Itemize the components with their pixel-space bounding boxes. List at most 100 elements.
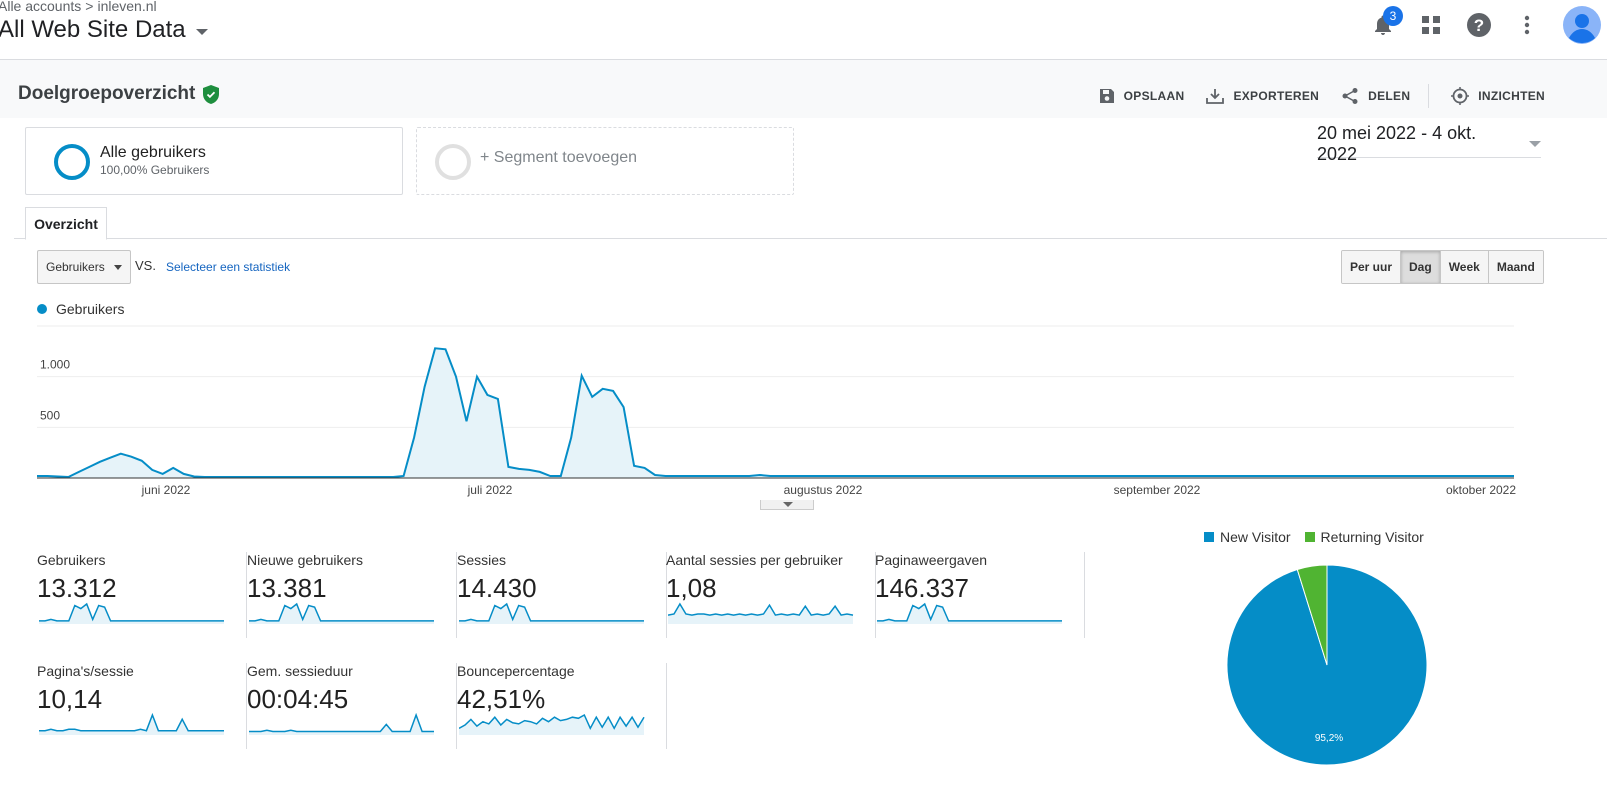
segment-name: Alle gebruikers (100, 144, 206, 161)
caret-down-icon[interactable] (1529, 140, 1541, 147)
metric-select[interactable]: Gebruikers (37, 250, 131, 284)
share-icon[interactable] (1341, 87, 1359, 105)
more-options-button[interactable] (1505, 3, 1549, 47)
insights-icon[interactable] (1451, 87, 1470, 105)
report-content: Alle gebruikers 100,00% Gebruikers + Seg… (14, 118, 1607, 793)
legend-dot (37, 304, 47, 314)
kpi-label: Pagina's/sessie (37, 663, 134, 679)
kpi-divider (1084, 552, 1085, 638)
save-icon[interactable] (1099, 88, 1115, 104)
export-label[interactable]: EXPORTEREN (1233, 89, 1320, 103)
collapse-chart-toggle[interactable] (760, 500, 814, 510)
kpi-label: Paginaweergaven (875, 552, 988, 568)
kpi-tile[interactable]: Bouncepercentage 42,51% (457, 663, 667, 749)
help-button[interactable]: ? (1457, 3, 1501, 47)
kpi-value: 10,14 (37, 684, 103, 714)
granularity-week-button[interactable]: Week (1439, 251, 1488, 283)
kpi-tile[interactable]: Paginaweergaven 146.337 (875, 552, 1085, 638)
x-tick-label: juli 2022 (467, 483, 513, 497)
series-line[interactable] (37, 347, 1514, 479)
kpi-divider (875, 552, 876, 638)
kpi-value: 1,08 (666, 573, 717, 603)
pie-legend-label: New Visitor (1220, 529, 1291, 545)
notifications-button[interactable]: 3 (1361, 3, 1405, 47)
kpi-tile[interactable]: Gebruikers 13.312 (37, 552, 247, 638)
kpi-divider (666, 663, 667, 749)
kpi-tile[interactable]: Pagina's/sessie 10,14 (37, 663, 247, 749)
pie-slice[interactable] (1296, 564, 1328, 666)
granularity-maand-button[interactable]: Maand (1487, 251, 1543, 283)
kpi-divider (456, 552, 457, 638)
verified-shield-icon (203, 84, 220, 104)
apps-button[interactable] (1409, 3, 1453, 47)
kpi-tile[interactable]: Sessies 14.430 (457, 552, 667, 638)
add-segment-button[interactable]: + Segment toevoegen (416, 127, 794, 195)
kpi-tile[interactable]: Aantal sessies per gebruiker 1,08 (666, 552, 876, 638)
y-tick-label: 1.000 (40, 358, 70, 372)
top-bar: Alle accounts > inleven.nl All Web Site Da… (0, 0, 1607, 60)
pie-legend-label: Returning Visitor (1320, 529, 1424, 545)
breadcrumb-property[interactable]: inleven.nl (97, 0, 157, 14)
metric-select-value[interactable]: Gebruikers (46, 260, 105, 274)
kpi-sparkline (668, 602, 854, 624)
kpi-tile[interactable]: Nieuwe gebruikers 13.381 (247, 552, 457, 638)
chart-legend: Gebruikers (37, 301, 124, 317)
kpi-divider (666, 552, 667, 638)
avatar-icon[interactable] (1563, 6, 1601, 44)
report-title-text: Doelgroepoverzicht (18, 83, 196, 104)
kpi-label: Gem. sessieduur (247, 663, 353, 679)
sparkline-line (249, 713, 434, 733)
x-tick-label: september 2022 (1114, 483, 1201, 497)
granularity-per-uur-button[interactable]: Per uur (1342, 251, 1401, 283)
pie-data-label: 95,2% (1315, 733, 1343, 744)
pie-legend-item-returning: Returning Visitor (1304, 529, 1424, 545)
breadcrumb-accounts[interactable]: Alle accounts (0, 0, 82, 14)
add-segment-label[interactable]: + Segment toevoegen (480, 149, 638, 166)
export-button[interactable]: EXPORTEREN (1206, 88, 1319, 104)
segment-all-users[interactable]: Alle gebruikers 100,00% Gebruikers (25, 127, 403, 195)
kpi-value: 13.312 (37, 573, 117, 603)
sparkline-area (459, 604, 644, 624)
sparkline-line (668, 602, 854, 616)
caret-down-icon[interactable] (783, 502, 793, 507)
download-icon[interactable] (1206, 88, 1225, 104)
account-avatar[interactable] (1557, 3, 1607, 47)
kpi-sparkline (249, 713, 434, 735)
pie-legend: New Visitor Returning Visitor (1204, 529, 1438, 545)
save-label[interactable]: OPSLAAN (1123, 89, 1185, 103)
users-line-chart[interactable]: 500 1.000 1.500 juni 2022 juli 2022 augustus … (14, 318, 1524, 508)
date-range-text[interactable]: 20 mei 2022 - 4 okt. 2022 (1317, 122, 1477, 164)
sparkline-line (459, 713, 645, 730)
caret-down-icon[interactable] (195, 28, 208, 35)
kpi-tile[interactable]: Gem. sessieduur 00:04:45 (247, 663, 457, 749)
more-vert-icon[interactable] (1524, 14, 1530, 36)
view-selector[interactable]: All Web Site Data (0, 16, 208, 44)
action-divider (1428, 84, 1430, 108)
select-metric-link[interactable]: Selecteer een statistiek (166, 260, 291, 274)
kpi-label: Gebruikers (37, 552, 106, 568)
sparkline-area (877, 604, 1062, 624)
tab-overview[interactable]: Overzicht (25, 207, 107, 240)
help-icon[interactable]: ? (1466, 12, 1492, 38)
apps-grid-icon[interactable] (1420, 14, 1442, 36)
granularity-toggle[interactable]: Per uur Dag Week Maand (1341, 250, 1544, 284)
insights-button[interactable]: INZICHTEN (1451, 87, 1545, 105)
breadcrumb[interactable]: Alle accounts > inleven.nl (0, 0, 157, 14)
share-button[interactable]: DELEN (1341, 87, 1410, 105)
segment-subtitle: 100,00% Gebruikers (100, 163, 210, 177)
kpi-sparkline (459, 713, 645, 735)
x-tick-label: oktober 2022 (1446, 483, 1516, 497)
caret-down-icon[interactable] (114, 265, 122, 270)
kpi-label: Nieuwe gebruikers (247, 552, 363, 568)
save-button[interactable]: OPSLAAN (1099, 88, 1185, 104)
granularity-dag-button[interactable]: Dag (1400, 251, 1440, 283)
visitor-pie-chart[interactable]: 95,2% (1217, 555, 1437, 775)
kpi-sparkline (39, 713, 224, 735)
kpi-divider (456, 663, 457, 749)
breadcrumb-separator: > (85, 0, 94, 14)
date-range-picker[interactable]: 20 mei 2022 - 4 okt. 2022 (1317, 123, 1541, 164)
sparkline-line (39, 713, 224, 732)
share-label[interactable]: DELEN (1368, 89, 1411, 103)
insights-label[interactable]: INZICHTEN (1478, 89, 1545, 103)
view-name[interactable]: All Web Site Data (0, 16, 186, 43)
